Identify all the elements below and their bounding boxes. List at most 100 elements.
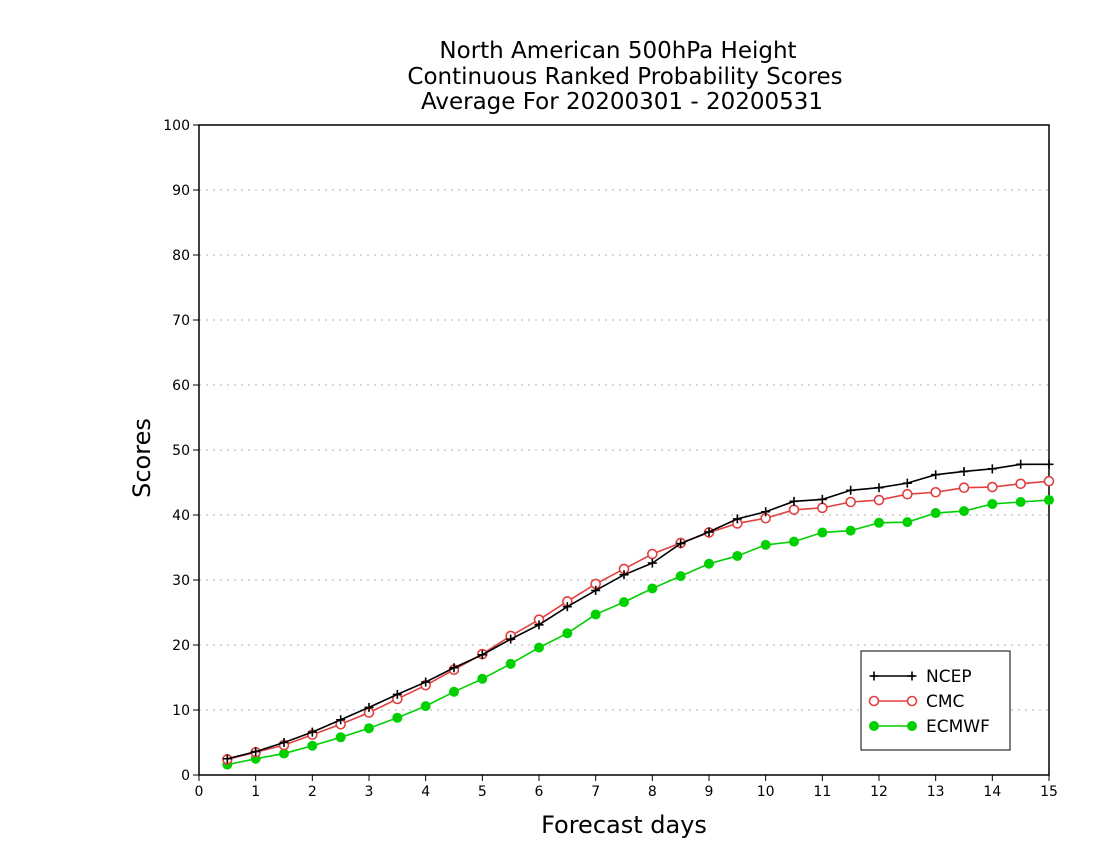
point-ncep-11.5	[846, 485, 856, 495]
x-tick-label-12: 12	[870, 784, 888, 800]
point-ncep-1.5	[279, 738, 289, 747]
point-ncep-2	[307, 727, 317, 737]
point-ncep-3	[364, 702, 374, 712]
point-ncep-5.5	[506, 634, 516, 644]
point-ecmwf-14.5	[1015, 497, 1026, 507]
point-cmc-14	[987, 481, 998, 493]
y-tick-label-100: 100	[163, 118, 190, 134]
point-cmc-15	[1043, 475, 1055, 487]
x-tick-label-1: 1	[251, 784, 260, 800]
point-ncep-7	[591, 585, 601, 595]
point-ncep-6.5	[562, 602, 572, 612]
point-ecmwf-8	[647, 583, 658, 594]
point-cmc-12.5	[902, 488, 913, 500]
x-tick-label-5: 5	[478, 784, 487, 800]
point-ncep-15	[1044, 459, 1054, 469]
point-ncep-11	[817, 494, 827, 504]
chart-title-line-3: Average For 20200301 - 20200531	[421, 89, 823, 115]
point-ncep-3.5	[392, 689, 402, 699]
legend-marker-start-ncep	[869, 671, 879, 681]
point-ecmwf-7.5	[619, 597, 629, 608]
legend-marker-end-cmc	[906, 695, 918, 707]
point-ecmwf-11.5	[845, 525, 856, 536]
legend-marker-end-ncep	[907, 671, 917, 681]
point-cmc-11	[817, 502, 828, 514]
point-ecmwf-2	[307, 740, 318, 751]
y-tick-label-60: 60	[172, 378, 190, 394]
legend-marker-start-ecmwf	[869, 721, 879, 731]
point-ecmwf-6	[534, 642, 544, 653]
x-tick-label-10: 10	[757, 784, 775, 800]
point-ecmwf-14	[987, 498, 998, 509]
point-ecmwf-6.5	[562, 628, 573, 639]
point-ncep-4	[421, 677, 431, 687]
point-ncep-6	[534, 620, 544, 630]
point-cmc-13	[930, 486, 941, 498]
point-ncep-13	[931, 470, 941, 480]
point-ecmwf-11	[817, 527, 828, 538]
point-ecmwf-12	[874, 517, 884, 528]
point-ecmwf-3.5	[392, 712, 403, 723]
point-ncep-5	[477, 650, 487, 660]
point-ncep-7.5	[619, 570, 629, 580]
point-cmc-11.5	[845, 496, 856, 508]
point-ncep-14	[987, 464, 997, 474]
x-axis-label: Forecast days	[541, 811, 707, 839]
point-ecmwf-7	[590, 609, 601, 620]
series-ncep	[222, 459, 1054, 764]
y-tick-label-10: 10	[172, 703, 190, 719]
x-tick-label-11: 11	[813, 784, 831, 800]
series-lines	[222, 459, 1055, 770]
x-tick-label-9: 9	[705, 784, 714, 800]
y-tick-label-20: 20	[172, 638, 190, 654]
point-ncep-0.5	[222, 754, 232, 764]
point-cmc-10.5	[788, 504, 800, 516]
point-cmc-8	[647, 548, 658, 560]
x-tick-label-15: 15	[1040, 784, 1058, 800]
legend: NCEP CMC ECMWF	[860, 650, 1011, 751]
point-ecmwf-9	[704, 558, 714, 569]
x-tick-label-7: 7	[591, 784, 600, 800]
legend-marker-start-cmc	[868, 695, 880, 707]
point-ecmwf-15	[1044, 495, 1054, 506]
chart-title: North American 500hPa Height Continuous …	[407, 38, 842, 115]
point-ecmwf-13	[930, 508, 941, 519]
point-ecmwf-10	[760, 539, 771, 550]
point-cmc-14.5	[1015, 478, 1026, 490]
y-tick-label-0: 0	[181, 768, 190, 784]
x-tick-label-8: 8	[648, 784, 657, 800]
point-ecmwf-13.5	[959, 506, 969, 517]
x-tick-label-0: 0	[195, 784, 204, 800]
point-ecmwf-10.5	[789, 536, 799, 547]
point-cmc-13.5	[958, 482, 970, 494]
point-ecmwf-8.5	[675, 571, 686, 582]
x-tick-label-3: 3	[365, 784, 374, 800]
point-ncep-12	[874, 483, 884, 493]
point-ecmwf-2.5	[335, 732, 346, 743]
x-tick-label-14: 14	[983, 784, 1001, 800]
x-tick-label-13: 13	[927, 784, 945, 800]
legend-item-ecmwf: ECMWF	[869, 717, 990, 737]
point-ecmwf-5	[477, 673, 488, 684]
legend-label-ecmwf: ECMWF	[926, 717, 990, 737]
point-ncep-13.5	[959, 466, 969, 476]
point-cmc-12	[873, 494, 885, 506]
point-ncep-8.5	[676, 539, 686, 549]
point-ecmwf-12.5	[902, 517, 913, 528]
legend-label-cmc: CMC	[926, 692, 964, 712]
x-tick-label-2: 2	[308, 784, 317, 800]
point-ncep-12.5	[902, 478, 912, 488]
series-ecmwf	[222, 495, 1054, 770]
point-ncep-10.5	[789, 496, 799, 506]
chart-title-line-2: Continuous Ranked Probability Scores	[407, 64, 842, 90]
y-tick-label-40: 40	[172, 508, 190, 524]
point-ecmwf-4.5	[449, 686, 459, 697]
point-ncep-10	[761, 507, 771, 517]
gridlines	[199, 189, 1049, 711]
point-ecmwf-4	[420, 701, 431, 712]
y-tick-label-80: 80	[172, 248, 190, 264]
point-ncep-14.5	[1016, 459, 1026, 469]
legend-marker-end-ecmwf	[907, 721, 917, 731]
y-tick-label-90: 90	[172, 183, 190, 199]
